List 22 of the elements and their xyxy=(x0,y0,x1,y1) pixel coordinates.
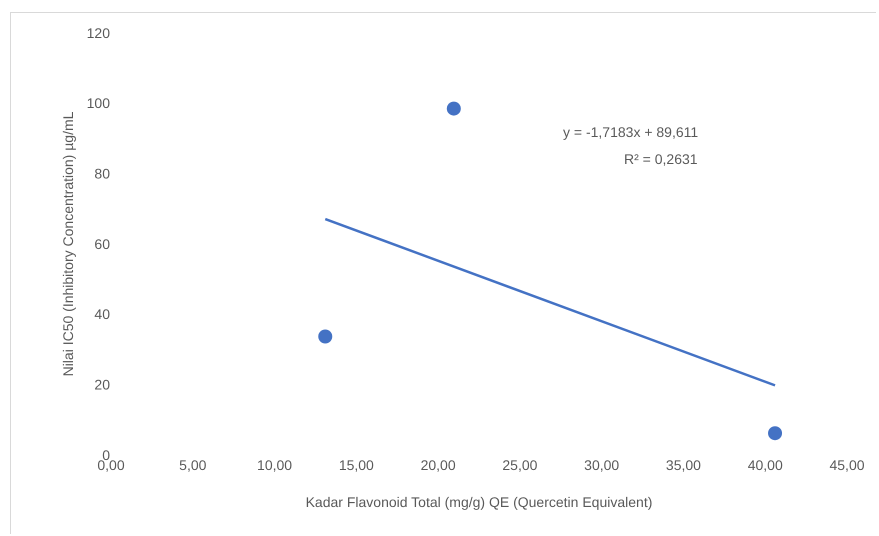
x-tick-label: 10,00 xyxy=(257,457,292,473)
x-tick-label: 5,00 xyxy=(179,457,207,473)
y-axis-title: Nilai IC50 (Inhibitory Concentration) µg/mL xyxy=(60,111,76,376)
x-tick-label: 40,00 xyxy=(748,457,783,473)
x-tick-label: 15,00 xyxy=(338,457,374,473)
point xyxy=(318,329,332,344)
y-tick-label: 80 xyxy=(94,166,110,182)
annotation: R² = 0,2631 xyxy=(624,151,698,167)
x-tick-label: 35,00 xyxy=(666,457,702,473)
y-tick-label: 100 xyxy=(86,95,110,112)
annotation: y = -1,7183x + 89,611 xyxy=(563,124,698,140)
y-tick-label: 40 xyxy=(94,306,110,322)
point xyxy=(446,102,461,116)
x-tick-label: 45,00 xyxy=(829,457,865,473)
point xyxy=(768,426,782,440)
y-tick-label: 60 xyxy=(94,236,110,252)
y-tick-label: 20 xyxy=(94,376,110,393)
x-tick-label: 25,00 xyxy=(502,457,538,473)
x-axis-title: Kadar Flavonoid Total (mg/g) QE (Quercetin Equivalent) xyxy=(306,494,652,510)
y-tick-label: 120 xyxy=(86,24,110,41)
x-tick-label: 30,00 xyxy=(584,457,620,473)
x-tick-label: 20,00 xyxy=(420,457,456,473)
